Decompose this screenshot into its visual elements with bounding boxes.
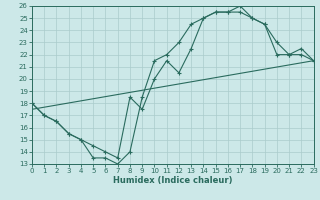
X-axis label: Humidex (Indice chaleur): Humidex (Indice chaleur): [113, 176, 233, 185]
